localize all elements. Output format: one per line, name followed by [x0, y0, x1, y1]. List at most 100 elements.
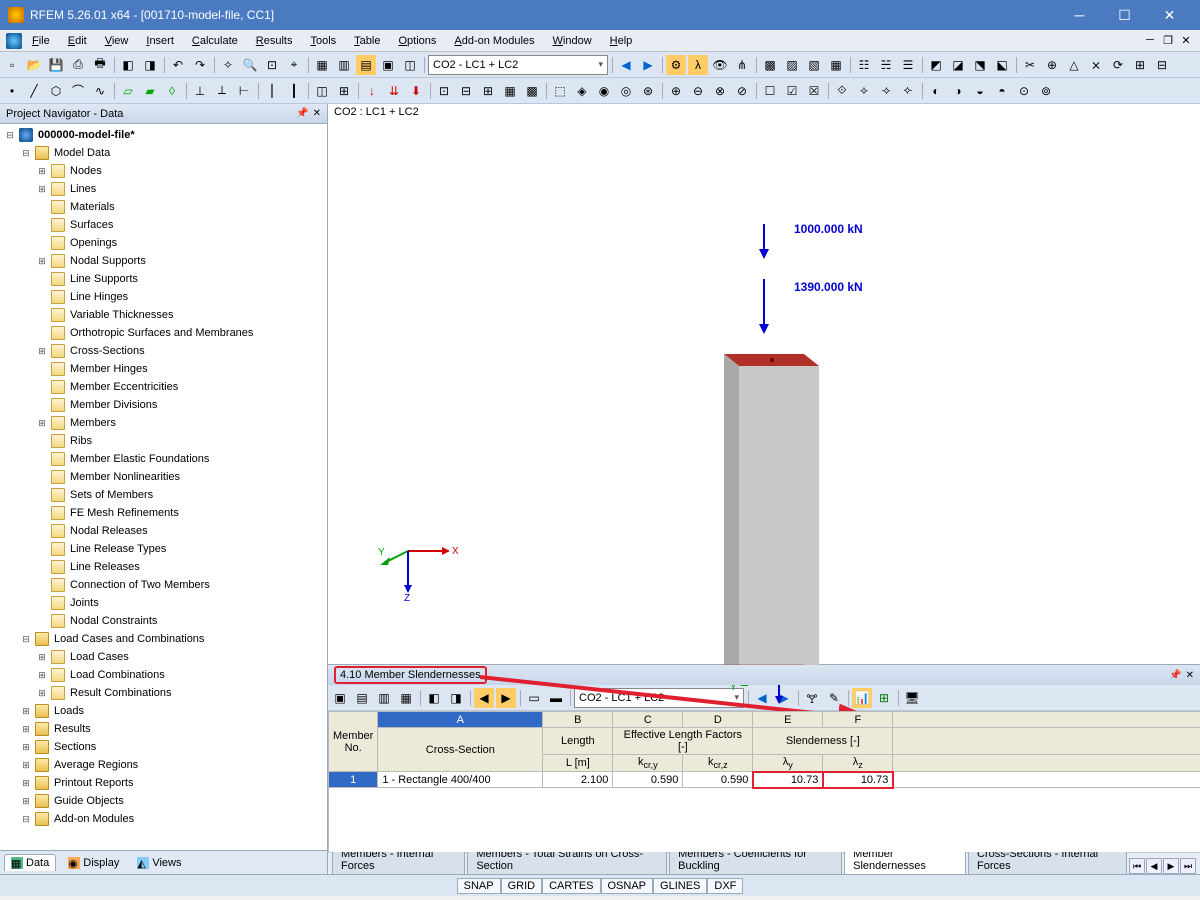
tree-member-divisions[interactable]: Member Divisions: [0, 396, 327, 414]
tree-000000-model-file-[interactable]: ⊟000000-model-file*: [0, 126, 327, 144]
col-A[interactable]: A: [378, 712, 543, 728]
tab-nav[interactable]: ◀: [1146, 858, 1162, 874]
tree-sections[interactable]: ⊞Sections: [0, 738, 327, 756]
print-icon[interactable]: 🖶: [90, 55, 110, 75]
g4-icon[interactable]: ▦: [500, 81, 520, 101]
maximize-button[interactable]: ☐: [1102, 0, 1147, 30]
tree-printout-reports[interactable]: ⊞Printout Reports: [0, 774, 327, 792]
mdi-minimize[interactable]: ─: [1142, 34, 1158, 47]
c3-icon[interactable]: ◒: [970, 81, 990, 101]
g5-icon[interactable]: ▩: [522, 81, 542, 101]
status-snap[interactable]: SNAP: [457, 878, 501, 894]
tree-surfaces[interactable]: Surfaces: [0, 216, 327, 234]
d4-icon[interactable]: ⟣: [898, 81, 918, 101]
c5-icon[interactable]: ⊙: [1014, 81, 1034, 101]
rt2-icon[interactable]: ▤: [352, 688, 372, 708]
col-F[interactable]: F: [823, 712, 893, 728]
c6-icon[interactable]: ⊚: [1036, 81, 1056, 101]
ld1-icon[interactable]: ↓: [362, 81, 382, 101]
tree-fe-mesh-refinements[interactable]: FE Mesh Refinements: [0, 504, 327, 522]
surf1-icon[interactable]: ▱: [118, 81, 138, 101]
d2-icon[interactable]: ⟡: [854, 81, 874, 101]
s1-icon[interactable]: ✂: [1020, 55, 1040, 75]
sec2-icon[interactable]: ⊞: [334, 81, 354, 101]
menu-file[interactable]: File: [24, 33, 58, 49]
results-grid[interactable]: MemberNo. A B C D E F Cross-Section Leng…: [328, 711, 1200, 852]
mem1-icon[interactable]: ⎮: [262, 81, 282, 101]
v1-icon[interactable]: ⬚: [550, 81, 570, 101]
c2-icon[interactable]: ◑: [948, 81, 968, 101]
m4-icon[interactable]: ⬕: [992, 55, 1012, 75]
menu-calculate[interactable]: Calculate: [184, 33, 246, 49]
table-row[interactable]: 1 1 - Rectangle 400/400 2.100 0.590 0.59…: [329, 772, 1200, 788]
menu-insert[interactable]: Insert: [138, 33, 182, 49]
tab-display[interactable]: ◉Display: [62, 855, 125, 871]
col-D[interactable]: D: [683, 712, 753, 728]
r6-icon[interactable]: ☵: [876, 55, 896, 75]
rt1-icon[interactable]: ▣: [330, 688, 350, 708]
menu-table[interactable]: Table: [346, 33, 388, 49]
zoomwin-icon[interactable]: ⌖: [284, 55, 304, 75]
tree-load-combinations[interactable]: ⊞Load Combinations: [0, 666, 327, 684]
surf3-icon[interactable]: ◊: [162, 81, 182, 101]
surf2-icon[interactable]: ▰: [140, 81, 160, 101]
mem2-icon[interactable]: ┃: [284, 81, 304, 101]
saveall-icon[interactable]: ⎙: [68, 55, 88, 75]
mdi-restore[interactable]: ❐: [1160, 34, 1176, 47]
status-osnap[interactable]: OSNAP: [601, 878, 654, 894]
tree-lines[interactable]: ⊞Lines: [0, 180, 327, 198]
tab-nav[interactable]: ▶: [1163, 858, 1179, 874]
tree-cross-sections[interactable]: ⊞Cross-Sections: [0, 342, 327, 360]
save-icon[interactable]: 💾: [46, 55, 66, 75]
rtcalc-icon[interactable]: 🖥: [902, 688, 922, 708]
rt3-icon[interactable]: ▥: [374, 688, 394, 708]
r5-icon[interactable]: ☷: [854, 55, 874, 75]
rt4-icon[interactable]: ▦: [396, 688, 416, 708]
m3-icon[interactable]: ⬔: [970, 55, 990, 75]
tree-line-release-types[interactable]: Line Release Types: [0, 540, 327, 558]
s2-icon[interactable]: ⊕: [1042, 55, 1062, 75]
status-glines[interactable]: GLINES: [653, 878, 707, 894]
tree-results[interactable]: ⊞Results: [0, 720, 327, 738]
zoomfit-icon[interactable]: ⊡: [262, 55, 282, 75]
close-button[interactable]: ✕: [1147, 0, 1192, 30]
sup2-icon[interactable]: ⟂: [212, 81, 232, 101]
d1-icon[interactable]: ⟐: [832, 81, 852, 101]
tab-data[interactable]: ▦Data: [4, 854, 56, 871]
tree-joints[interactable]: Joints: [0, 594, 327, 612]
layout4-icon[interactable]: ▣: [378, 55, 398, 75]
sup3-icon[interactable]: ⊢: [234, 81, 254, 101]
layout5-icon[interactable]: ◫: [400, 55, 420, 75]
v4-icon[interactable]: ◎: [616, 81, 636, 101]
menu-view[interactable]: View: [97, 33, 137, 49]
m2-icon[interactable]: ◪: [948, 55, 968, 75]
tree-member-hinges[interactable]: Member Hinges: [0, 360, 327, 378]
tree-nodal-constraints[interactable]: Nodal Constraints: [0, 612, 327, 630]
results2-icon[interactable]: λ: [688, 55, 708, 75]
arc-icon[interactable]: ⌒: [68, 81, 88, 101]
search-icon[interactable]: 🔍: [240, 55, 260, 75]
g3-icon[interactable]: ⊞: [478, 81, 498, 101]
s4-icon[interactable]: ⨯: [1086, 55, 1106, 75]
tree-guide-objects[interactable]: ⊞Guide Objects: [0, 792, 327, 810]
t2-icon[interactable]: ⊖: [688, 81, 708, 101]
tree-average-regions[interactable]: ⊞Average Regions: [0, 756, 327, 774]
x1-icon[interactable]: ☐: [760, 81, 780, 101]
tab-nav[interactable]: ⏭: [1180, 858, 1196, 874]
g1-icon[interactable]: ⊡: [434, 81, 454, 101]
poly-icon[interactable]: ⬡: [46, 81, 66, 101]
results-close-icon[interactable]: ✕: [1186, 670, 1194, 681]
tree-members[interactable]: ⊞Members: [0, 414, 327, 432]
tab-views[interactable]: ◭Views: [131, 855, 187, 871]
layout3-icon[interactable]: ▤: [356, 55, 376, 75]
eye-icon[interactable]: 👁: [710, 55, 730, 75]
menu-edit[interactable]: Edit: [60, 33, 95, 49]
menu-window[interactable]: Window: [545, 33, 600, 49]
rtexcel-icon[interactable]: ⊞: [874, 688, 894, 708]
tree-add-on-modules[interactable]: ⊟Add-on Modules: [0, 810, 327, 828]
status-cartes[interactable]: CARTES: [542, 878, 600, 894]
tree-sets-of-members[interactable]: Sets of Members: [0, 486, 327, 504]
m1-icon[interactable]: ◩: [926, 55, 946, 75]
tree-nodal-supports[interactable]: ⊞Nodal Supports: [0, 252, 327, 270]
minimize-button[interactable]: ─: [1057, 0, 1102, 30]
